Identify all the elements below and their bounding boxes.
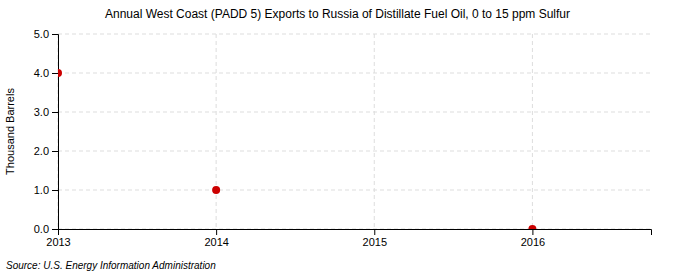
grid-line-y [58,34,651,35]
x-tick-mark [216,229,217,235]
plot-area: 2013 2014 2015 2016 0.0 1.0 2.0 3.0 4.0 5.0 [34,28,652,248]
y-tick-label: 3.0 [34,106,49,118]
y-tick: 4.0 [34,67,58,79]
y-tick: 0.0 [34,223,58,235]
y-tick-label: 1.0 [34,184,49,196]
y-tick-label: 4.0 [34,67,49,79]
y-axis-title: Thousand Barrels [4,88,16,175]
grid-line-y [58,190,651,191]
grid-line-x [374,34,375,229]
y-tick-mark [52,34,58,35]
y-tick: 2.0 [34,145,58,157]
y-tick-label: 0.0 [34,223,49,235]
x-tick-label: 2015 [363,236,387,248]
grid-line-x [216,34,217,229]
marks [58,69,536,229]
x-tick-label: 2013 [46,236,70,248]
y-tick: 5.0 [34,28,58,40]
y-tick-mark [52,229,58,230]
point [58,69,62,77]
source-note: Source: U.S. Energy Information Administ… [6,260,216,271]
y-axis-line [52,35,59,230]
grid [58,34,651,229]
x-tick-label: 2014 [204,236,228,248]
y-tick: 3.0 [34,106,58,118]
x-axis: 2013 2014 2015 2016 [46,229,651,248]
y-tick-label: 2.0 [34,145,49,157]
x-tick-mark [532,229,533,235]
grid-line-y [58,112,651,113]
chart: 2013 2014 2015 2016 0.0 1.0 2.0 3.0 4.0 5.0 Annual… [0,0,675,275]
grid-line-y [58,151,651,152]
x-tick: 2016 [521,229,545,248]
y-tick-mark [52,190,58,191]
x-axis-line [59,230,652,236]
x-tick: 2014 [204,229,228,248]
x-tick: 2015 [363,229,387,248]
x-tick-label: 2016 [521,236,545,248]
y-axis: 0.0 1.0 2.0 3.0 4.0 5.0 [34,28,59,235]
x-tick: 2013 [46,229,70,248]
y-tick-mark [52,73,58,74]
x-tick-mark [374,229,375,235]
y-tick-mark [52,151,58,152]
grid-line-y [58,73,651,74]
point [528,225,536,229]
point [212,186,220,194]
y-tick-mark [52,112,58,113]
y-tick: 1.0 [34,184,58,196]
title: Annual West Coast (PADD 5) Exports to Ru… [105,7,570,21]
grid-line-x [532,34,533,229]
y-tick-label: 5.0 [34,28,49,40]
